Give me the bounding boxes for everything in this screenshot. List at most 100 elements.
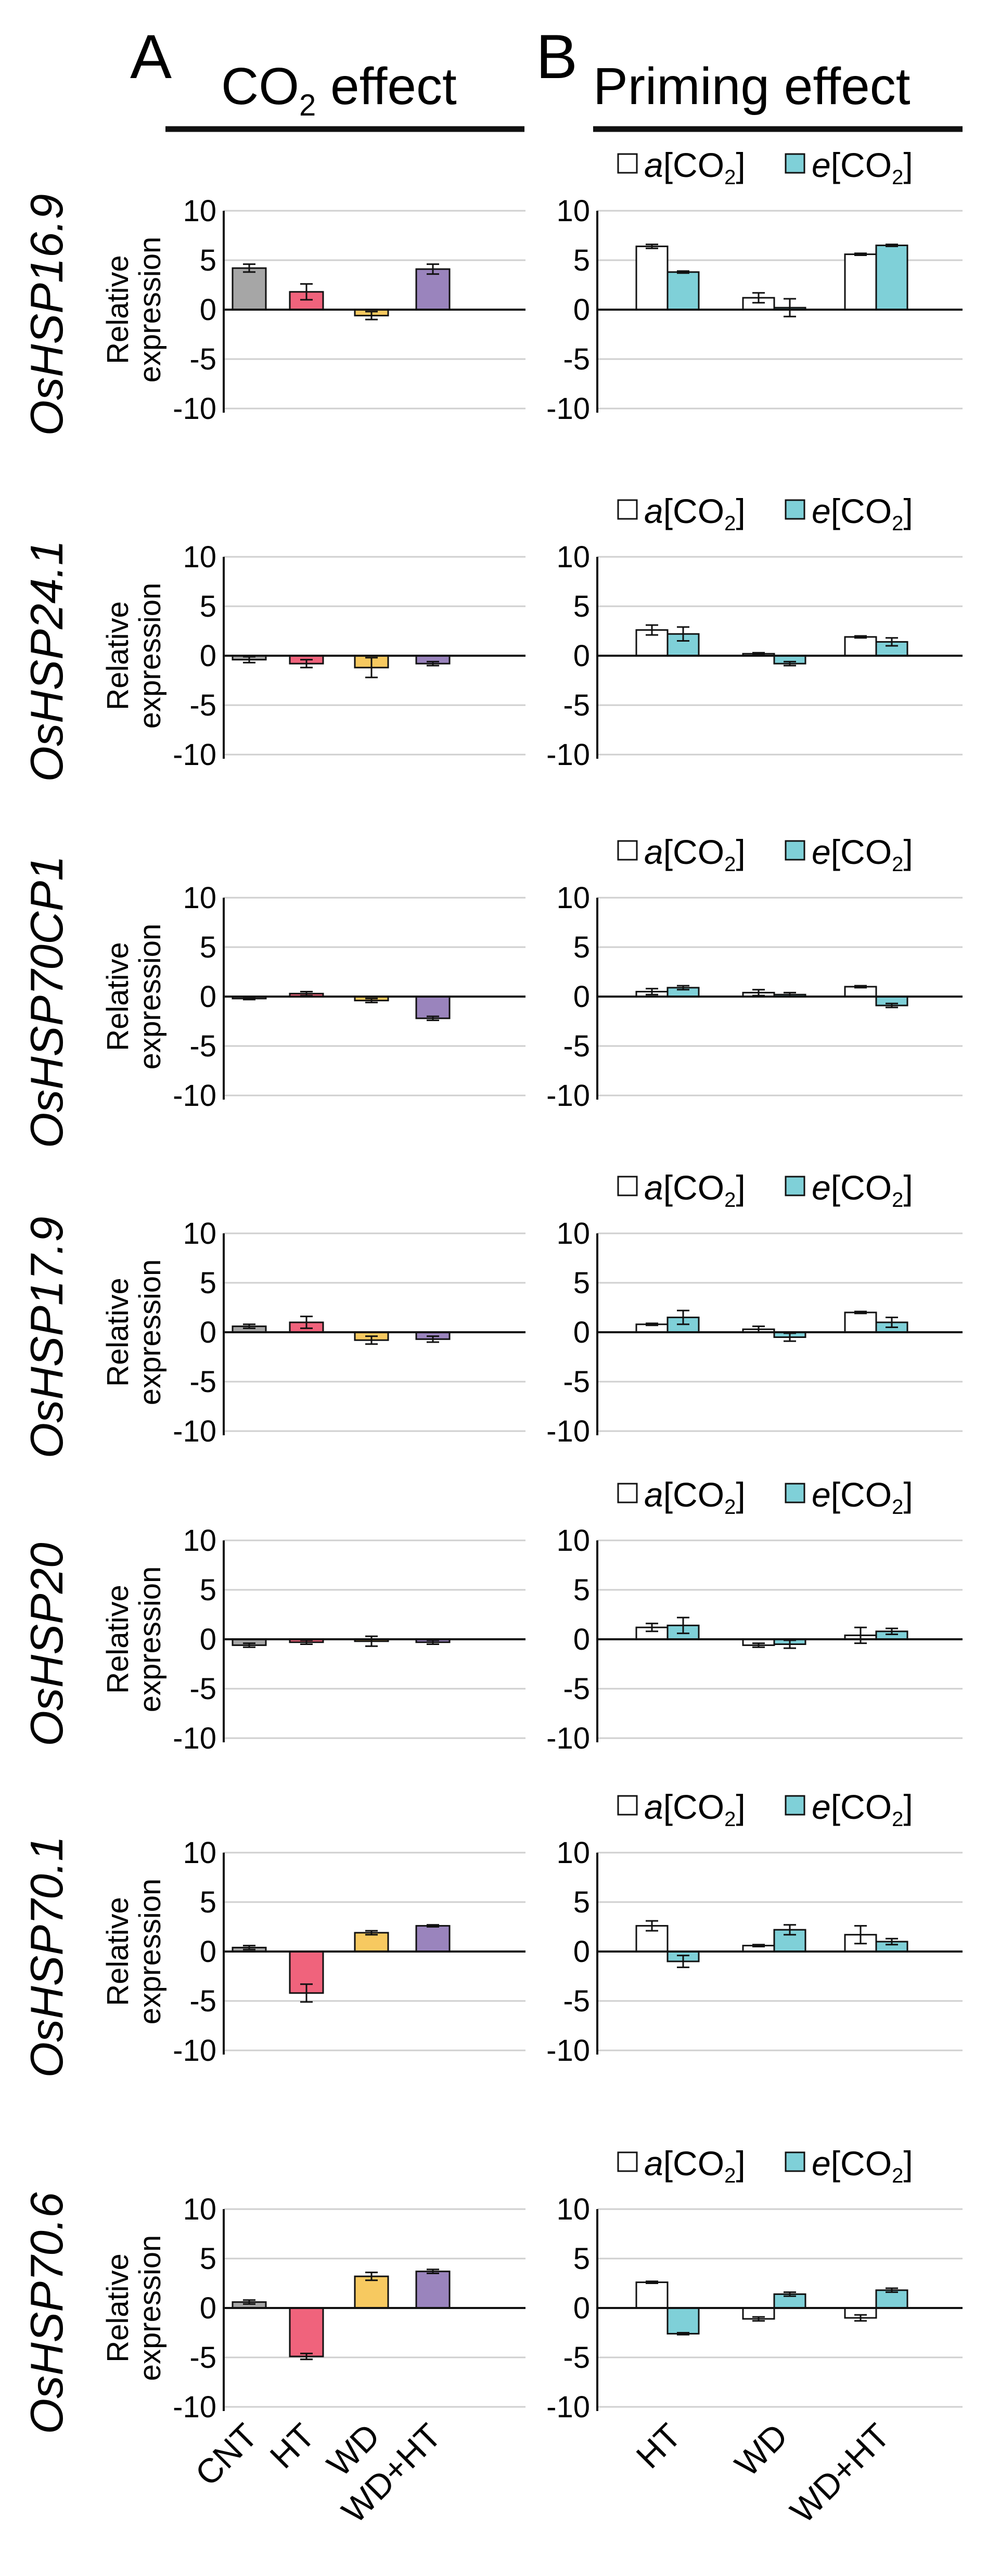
co2-tick-label-oshsp70cp1: -10 xyxy=(173,1079,216,1113)
gene-row-oshsp70-1: OsHSP70.1 Relativeexpression1050-5-10a[CO… xyxy=(21,1788,963,2077)
co2-tick-label-oshsp70-1: -5 xyxy=(189,1984,216,2018)
legend-label-ambient-oshsp70-6: a[CO2] xyxy=(644,2144,746,2187)
gene-row-oshsp70-6: OsHSP70.6 Relativeexpression1050-5-10a[CO… xyxy=(21,2144,963,2434)
co2-bar-wd-ht-oshsp70-6 xyxy=(415,2271,451,2309)
co2-tick-label-oshsp24-1: 0 xyxy=(200,639,216,673)
gene-name-oshsp70cp1: OsHSP70CP1 xyxy=(21,856,72,1148)
gene-name-oshsp16-9: OsHSP16.9 xyxy=(21,194,72,436)
priming-effect-chart-oshsp16-9: a[CO2] e[CO2] 10 5 0 -5 -10 xyxy=(546,146,963,426)
co2-tick-label-oshsp70-6: 5 xyxy=(200,2242,216,2276)
legend-swatch-ambient-oshsp17-9 xyxy=(617,1176,638,1196)
gene-name-oshsp24-1: OsHSP24.1 xyxy=(21,540,72,782)
priming-tick-label-oshsp70-6: 5 xyxy=(573,2242,590,2276)
co2-tick-label-oshsp70cp1: 5 xyxy=(200,930,216,964)
co2-tick-label-oshsp17-9: -5 xyxy=(189,1365,216,1399)
gene-name-oshsp17-9: OsHSP17.9 xyxy=(21,1217,72,1459)
priming-tick-label-oshsp70-1: 0 xyxy=(573,1935,590,1969)
panel-b-letter: B xyxy=(536,22,578,92)
co2-tick-label-oshsp70-6: -10 xyxy=(173,2390,216,2424)
priming-tick-label-oshsp16-9: -5 xyxy=(563,342,590,376)
y-axis-title-oshsp20: Relativeexpression xyxy=(101,1566,167,1712)
priming-tick-label-oshsp17-9: 10 xyxy=(556,1217,590,1251)
co2-effect-chart-oshsp70-6: 10 5 0 -5 -10 xyxy=(173,2192,525,2424)
y-axis-title-oshsp70-6: Relativeexpression xyxy=(101,2235,167,2381)
priming-bar-ambient-ht-oshsp16-9 xyxy=(635,245,669,311)
priming-tick-label-oshsp20: 0 xyxy=(573,1623,590,1656)
legend-label-elevated-oshsp70cp1: e[CO2] xyxy=(812,833,913,876)
priming-tick-label-oshsp70-1: 10 xyxy=(556,1836,590,1870)
co2-tick-label-oshsp24-1: -5 xyxy=(189,688,216,722)
priming-tick-label-oshsp16-9: 10 xyxy=(556,194,590,228)
legend-swatch-elevated-oshsp70-1 xyxy=(785,1795,805,1816)
priming-category-label-wd-ht: WD+HT xyxy=(783,2416,897,2531)
legend-swatch-elevated-oshsp70cp1 xyxy=(785,840,805,861)
priming-tick-label-oshsp16-9: -10 xyxy=(546,392,590,426)
y-axis-title-oshsp70cp1: Relativeexpression xyxy=(101,924,167,1069)
co2-tick-label-oshsp20: 10 xyxy=(183,1524,216,1558)
priming-effect-chart-oshsp70cp1: a[CO2] e[CO2] 10 5 0 -5 -10 xyxy=(546,833,963,1113)
y-axis-title-oshsp70-1: Relativeexpression xyxy=(101,1879,167,2024)
legend-swatch-ambient-oshsp16-9 xyxy=(617,153,638,174)
priming-bar-elevated-ht-oshsp16-9 xyxy=(666,271,700,311)
legend-swatch-ambient-oshsp70-6 xyxy=(617,2151,638,2172)
legend-label-ambient-oshsp17-9: a[CO2] xyxy=(644,1168,746,1212)
co2-effect-chart-oshsp16-9: 10 5 0 -5 -10 xyxy=(173,194,525,426)
co2-tick-label-oshsp16-9: 5 xyxy=(200,244,216,277)
legend-label-elevated-oshsp70-6: e[CO2] xyxy=(812,2144,913,2187)
co2-category-label-ht: HT xyxy=(262,2416,322,2476)
gene-row-oshsp16-9: OsHSP16.9 Relativeexpression1050-5-10a[CO… xyxy=(21,146,963,436)
priming-bar-elevated-wd-ht-oshsp24-1 xyxy=(875,641,908,657)
priming-effect-chart-oshsp17-9: a[CO2] e[CO2] 10 5 0 -5 -10 xyxy=(546,1168,963,1448)
co2-tick-label-oshsp70-6: 10 xyxy=(183,2192,216,2226)
co2-effect-chart-oshsp17-9: 10 5 0 -5 -10 xyxy=(173,1217,525,1448)
co2-tick-label-oshsp70-6: -5 xyxy=(189,2341,216,2375)
co2-effect-chart-oshsp20: 10 5 0 -5 -10 xyxy=(173,1524,525,1755)
legend-label-ambient-oshsp16-9: a[CO2] xyxy=(644,146,746,189)
priming-bar-elevated-ht-oshsp70-6 xyxy=(666,2307,700,2335)
co2-tick-label-oshsp70-1: 0 xyxy=(200,1935,216,1969)
priming-tick-label-oshsp24-1: 10 xyxy=(556,540,590,574)
legend-label-elevated-oshsp17-9: e[CO2] xyxy=(812,1168,913,1212)
co2-tick-label-oshsp70-1: -10 xyxy=(173,2034,216,2068)
priming-tick-label-oshsp70-6: 0 xyxy=(573,2291,590,2325)
co2-tick-label-oshsp17-9: -10 xyxy=(173,1414,216,1448)
gene-name-oshsp20: OsHSP20 xyxy=(21,1542,72,1746)
priming-effect-chart-oshsp70-6: a[CO2] e[CO2] 10 5 0 -5 -10 xyxy=(546,2144,963,2424)
priming-tick-label-oshsp70-6: -5 xyxy=(563,2341,590,2375)
panel-b-title: Priming effect xyxy=(593,57,911,116)
priming-effect-chart-oshsp20: a[CO2] e[CO2] 10 5 0 -5 -10 xyxy=(546,1475,963,1755)
priming-tick-label-oshsp70-1: 5 xyxy=(573,1885,590,1919)
gene-rows: OsHSP16.9 Relativeexpression 10 5 0 -5 -10 a[CO… xyxy=(21,146,963,2530)
gene-row-oshsp20: OsHSP20 Relativeexpression 10 5 0 -5 -10 a[CO2]… xyxy=(21,1475,963,1755)
priming-tick-label-oshsp17-9: -5 xyxy=(563,1365,590,1399)
y-axis-title-oshsp24-1: Relativeexpression xyxy=(101,583,167,729)
priming-bar-ambient-wd-ht-oshsp24-1 xyxy=(844,636,877,657)
priming-tick-label-oshsp70-6: -10 xyxy=(546,2390,590,2424)
priming-tick-label-oshsp70cp1: 10 xyxy=(556,881,590,915)
co2-tick-label-oshsp24-1: 5 xyxy=(200,590,216,623)
gene-row-oshsp70cp1: OsHSP70CP1 Relativeexpression1050-5-10a[C… xyxy=(21,833,963,1148)
co2-tick-label-oshsp20: 0 xyxy=(200,1623,216,1656)
priming-tick-label-oshsp24-1: 0 xyxy=(573,639,590,673)
panel-a-letter: A xyxy=(130,22,172,92)
co2-effect-chart-oshsp70-1: 10 5 0 -5 -10 xyxy=(173,1836,525,2068)
gene-row-oshsp17-9: OsHSP17.9 Relativeexpression1050-5-10a[CO… xyxy=(21,1168,963,1458)
co2-tick-label-oshsp20: 5 xyxy=(200,1573,216,1607)
priming-bar-ambient-wd-ht-oshsp17-9 xyxy=(844,1311,877,1333)
legend-swatch-elevated-oshsp16-9 xyxy=(785,153,805,174)
priming-category-label-ht: HT xyxy=(629,2416,688,2476)
y-axis-title-oshsp17-9: Relativeexpression xyxy=(101,1259,167,1405)
co2-tick-label-oshsp20: -5 xyxy=(189,1672,216,1706)
co2-tick-label-oshsp17-9: 5 xyxy=(200,1266,216,1300)
gene-name-oshsp70-6: OsHSP70.6 xyxy=(21,2192,72,2434)
priming-tick-label-oshsp70-6: 10 xyxy=(556,2192,590,2226)
gene-row-oshsp24-1: OsHSP24.1 Relativeexpression1050-5-10a[CO… xyxy=(21,492,963,782)
priming-effect-chart-oshsp70-1: a[CO2] e[CO2] 10 5 0 -5 -10 xyxy=(546,1788,963,2068)
priming-tick-label-oshsp20: 5 xyxy=(573,1573,590,1607)
priming-tick-label-oshsp24-1: 5 xyxy=(573,590,590,623)
co2-tick-label-oshsp20: -10 xyxy=(173,1721,216,1755)
legend-swatch-elevated-oshsp17-9 xyxy=(785,1176,805,1196)
priming-tick-label-oshsp17-9: -10 xyxy=(546,1414,590,1448)
co2-effect-chart-oshsp24-1: 10 5 0 -5 -10 xyxy=(173,540,525,772)
legend-swatch-ambient-oshsp24-1 xyxy=(617,499,638,520)
